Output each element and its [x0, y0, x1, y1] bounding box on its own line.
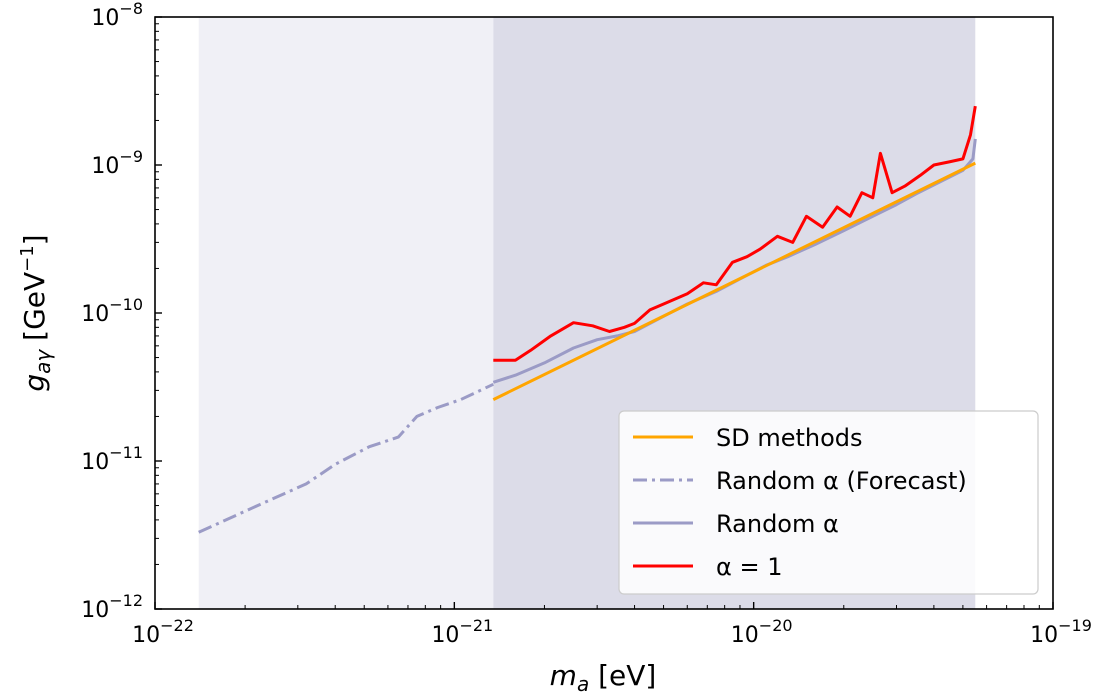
x-tick-label-2: 10−21 — [431, 616, 493, 648]
y-axis-label: gaγ [GeV−1] — [17, 234, 55, 391]
x-axis-label: ma [eV] — [550, 659, 657, 696]
series-line-1 — [492, 161, 976, 401]
x-tick-label-3: 10−20 — [731, 616, 793, 648]
y-tick-label-1: 10−12 — [81, 591, 143, 623]
y-axis-ticks: 10−12 10−11 10−10 10−9 10−8 — [81, 0, 162, 623]
shaded-region-1 — [198, 17, 494, 609]
legend: SD methods Random α (Forecast) Random α α =… — [618, 410, 1039, 595]
shaded-regions — [198, 17, 976, 609]
legend-label-2: Random α (Forecast) — [716, 467, 967, 495]
legend-frame — [618, 410, 1039, 595]
legend-label-3: Random α — [716, 510, 839, 538]
series-line-4 — [493, 105, 977, 362]
plot-lines — [198, 105, 977, 534]
legend-label-1: SD methods — [716, 424, 863, 452]
y-tick-label-5: 10−8 — [91, 0, 143, 31]
legend-label-4: α = 1 — [716, 553, 782, 581]
x-tick-label-4: 10−19 — [1030, 616, 1092, 648]
x-axis-ticks: 10−22 10−21 10−20 10−19 — [132, 602, 1092, 648]
y-tick-label-2: 10−11 — [81, 443, 143, 475]
x-tick-label-1: 10−22 — [132, 616, 194, 648]
y-tick-label-3: 10−10 — [81, 295, 143, 327]
y-tick-label-4: 10−9 — [91, 147, 143, 179]
series-line-2 — [198, 382, 494, 534]
